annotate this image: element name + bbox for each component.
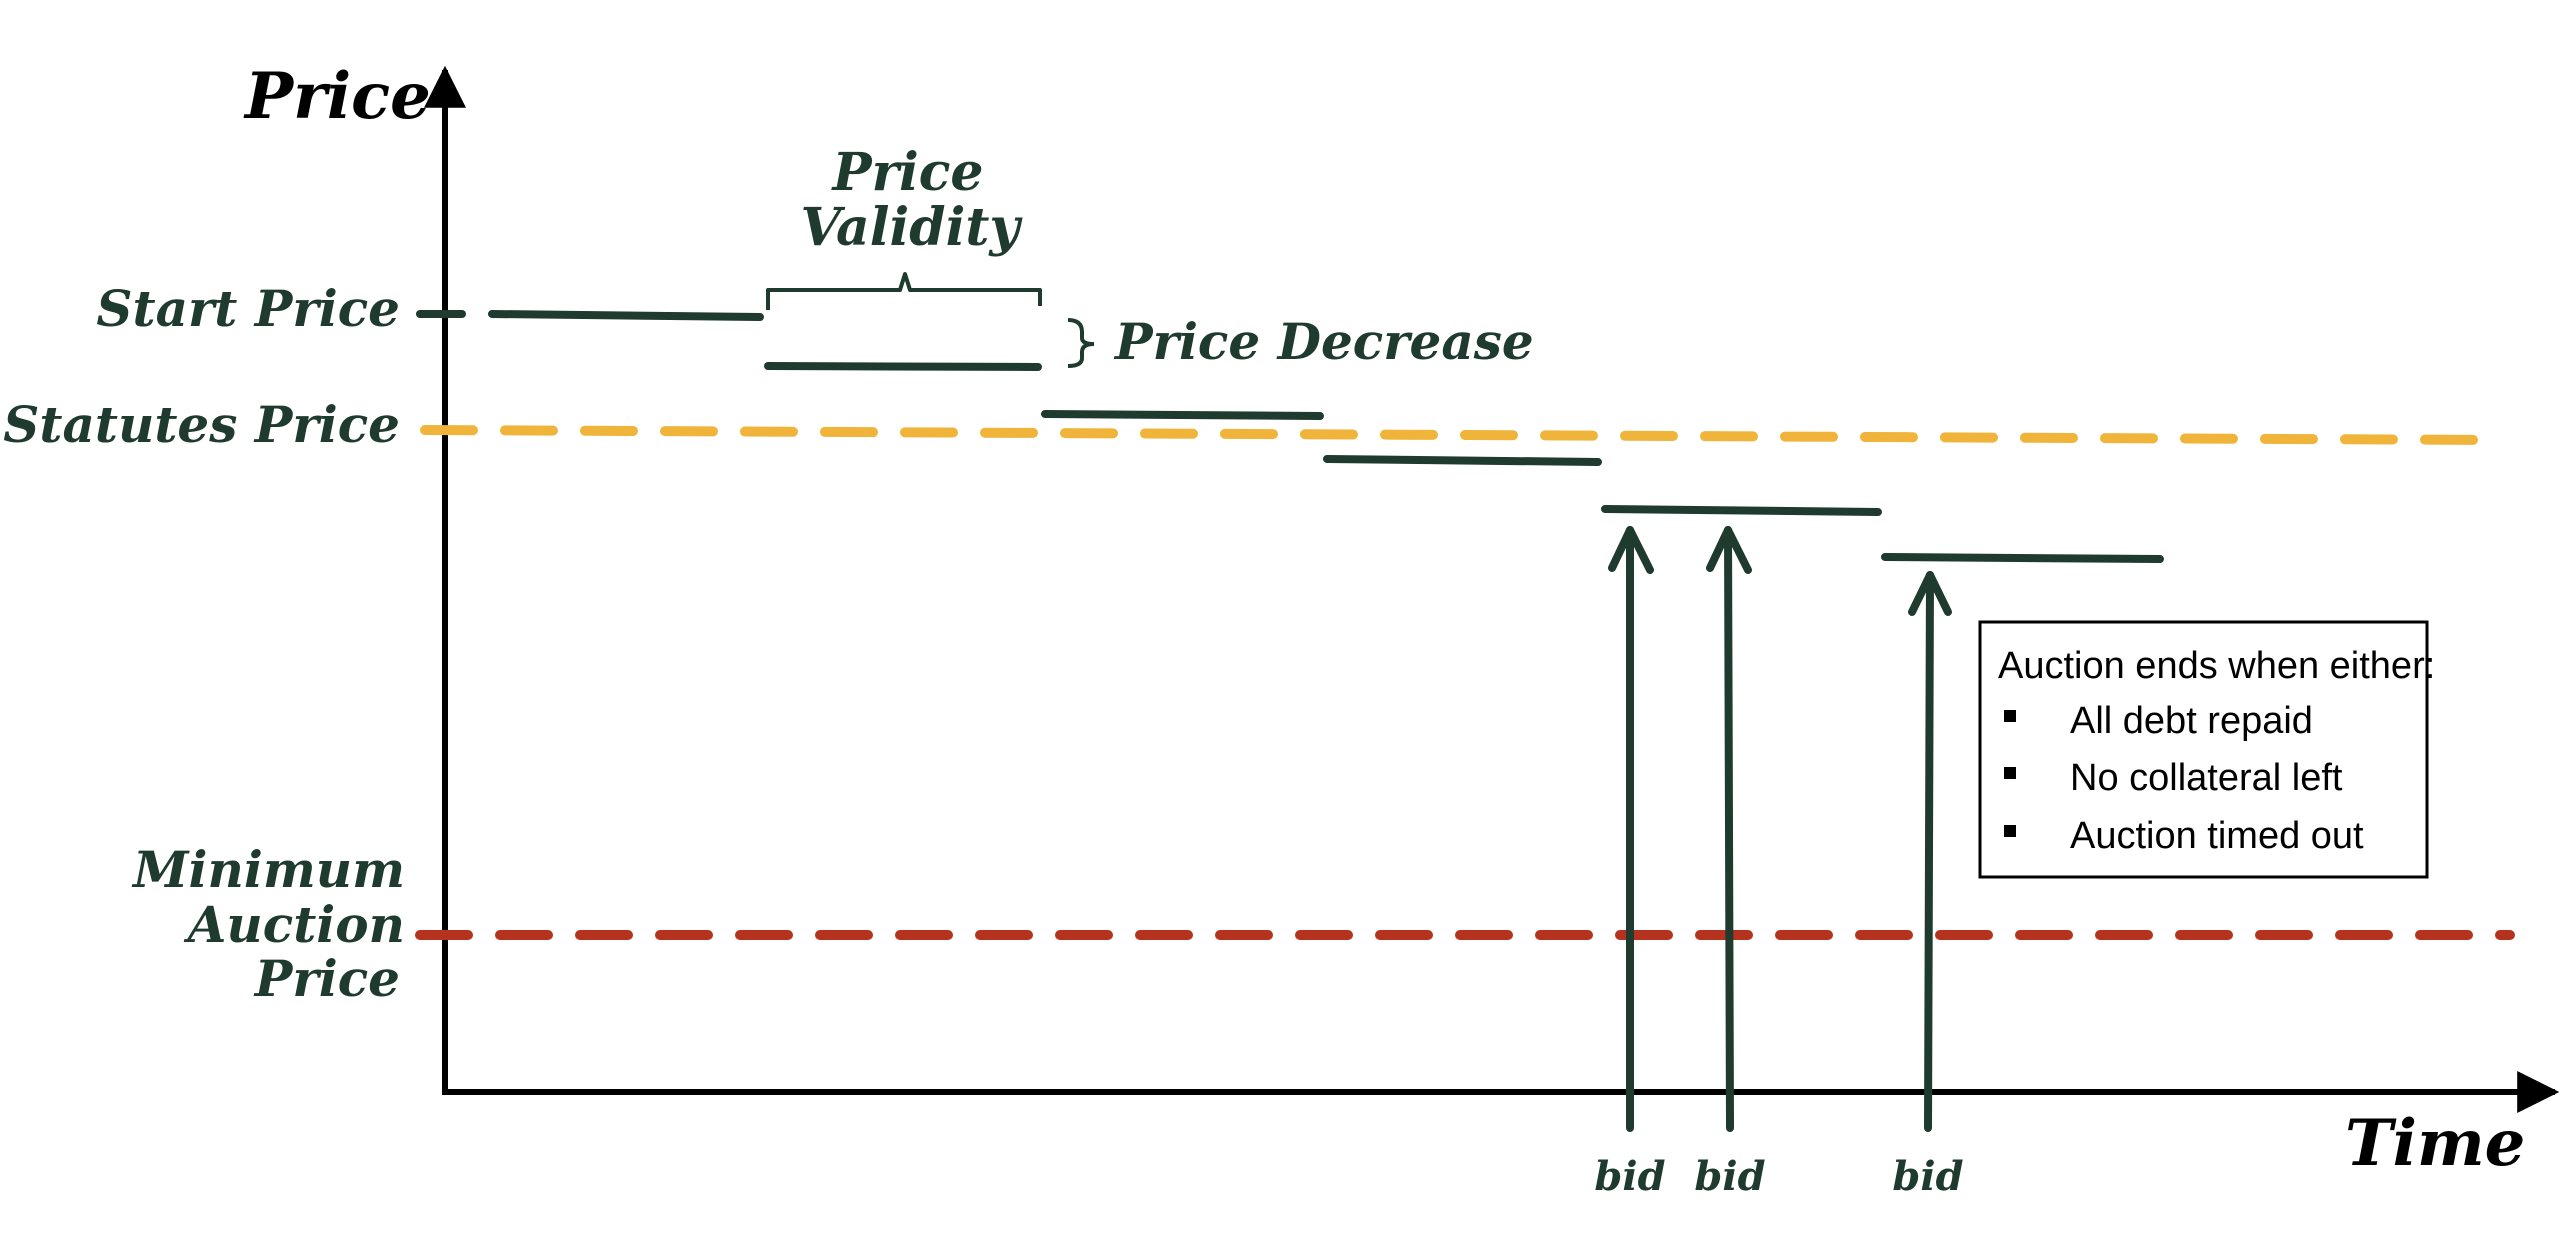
bid-arrow-3-shaft — [1924, 571, 1934, 1132]
price-validity-bracket — [766, 272, 1042, 310]
legend-item-2: No collateral left — [2070, 757, 2343, 799]
statutes-price-label: Statutes Price — [3, 395, 400, 454]
price-validity-label-line1: Price — [831, 142, 984, 203]
legend-bullet-2 — [2004, 767, 2016, 779]
legend-bullet-3 — [2004, 825, 2016, 837]
minimum-auction-price-label-line3: Price — [253, 949, 400, 1008]
minimum-auction-price-label-line2: Auction — [184, 895, 405, 954]
price-step-2 — [764, 362, 1042, 371]
bid-arrow-3-head — [1908, 571, 1952, 616]
bid-label-1: bid — [1594, 1153, 1665, 1200]
bid-arrow-1-head — [1608, 526, 1654, 574]
legend-item-1: All debt repaid — [2070, 700, 2313, 742]
bid-arrow-2-head — [1706, 526, 1752, 574]
bid-arrows — [1608, 526, 1952, 1132]
legend-title: Auction ends when either: — [1998, 645, 2435, 687]
price-steps — [488, 310, 2164, 563]
start-price-label: Start Price — [96, 279, 400, 338]
price-validity-label-line2: Validity — [800, 197, 1023, 258]
price-step-5 — [1601, 505, 1882, 516]
price-step-6 — [1881, 553, 2164, 563]
legend-item-3: Auction timed out — [2070, 815, 2364, 857]
price-step-4 — [1323, 455, 1602, 466]
bid-label-2: bid — [1694, 1153, 1765, 1200]
price-decrease-label: Price Decrease — [1113, 312, 1534, 371]
legend-box — [1978, 620, 2429, 879]
bid-label-3: bid — [1892, 1153, 1963, 1200]
legend-bullet-1 — [2004, 710, 2016, 722]
statutes-price-line — [420, 425, 2500, 445]
auction-end-legend: Auction ends when either: All debt repai… — [1978, 620, 2435, 879]
bid-arrow-2-shaft — [1724, 526, 1734, 1132]
x-axis-label: Time — [2345, 1106, 2525, 1181]
minimum-auction-price-label-line1: Minimum — [131, 840, 405, 899]
price-decrease-bracket — [1067, 318, 1095, 368]
price-step-1 — [488, 310, 764, 321]
y-axis-label: Price — [243, 59, 431, 134]
price-step-3 — [1041, 410, 1324, 420]
